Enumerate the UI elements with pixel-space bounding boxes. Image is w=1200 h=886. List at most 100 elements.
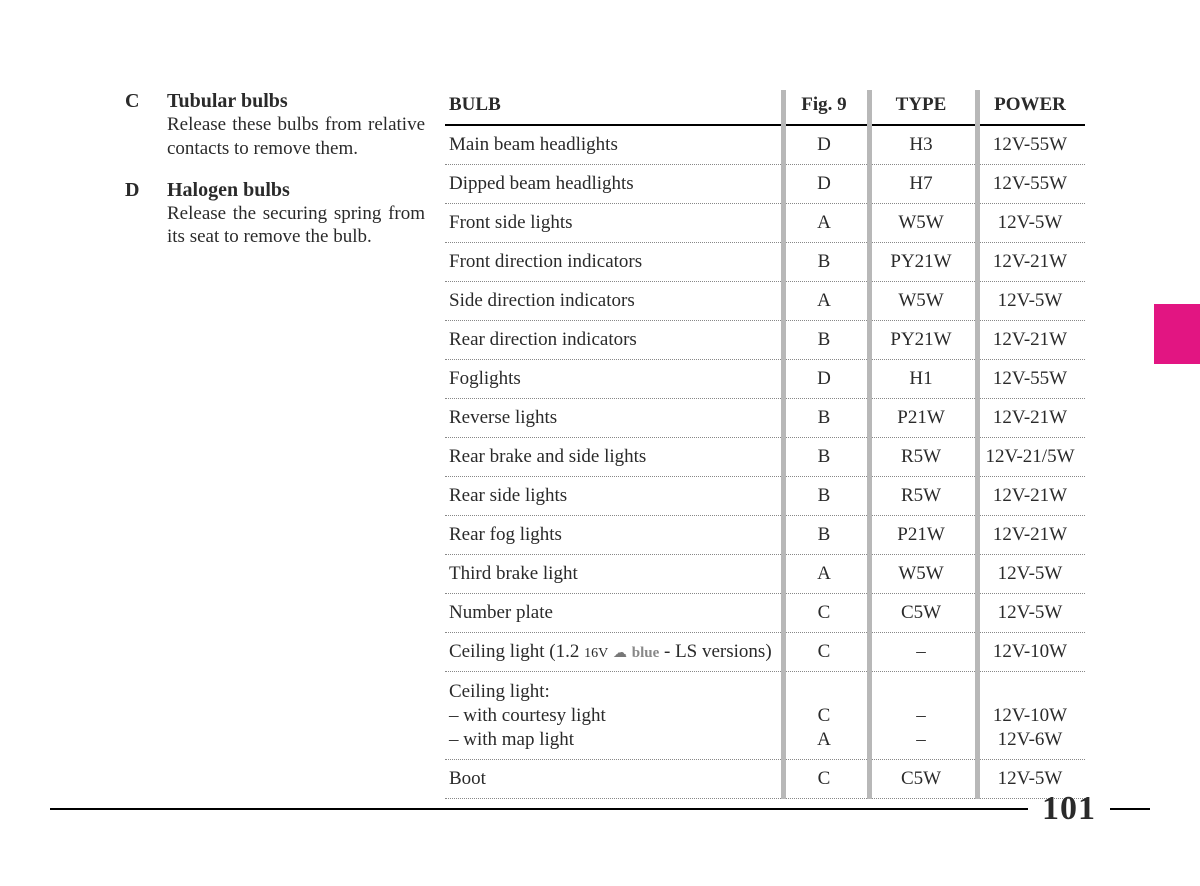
cell-power: 12V-55W bbox=[975, 360, 1085, 399]
cell-power: 12V-5W bbox=[975, 282, 1085, 321]
bulb-table-wrap: BULB Fig. 9 TYPE POWER Main beam headlig… bbox=[445, 90, 1085, 799]
ceiling-blue: blue bbox=[632, 645, 660, 661]
table-row: Front side lightsAW5W12V-5W bbox=[445, 204, 1085, 243]
cell-fig: C A bbox=[781, 672, 867, 760]
definitions-column: C Tubular bulbs Release these bulbs from… bbox=[125, 90, 425, 799]
cell-value: 12V-10W bbox=[981, 704, 1079, 728]
cell-type: PY21W bbox=[867, 321, 975, 360]
definition-letter: D bbox=[125, 179, 145, 250]
cell-bulb: Ceiling light: – with courtesy light – w… bbox=[445, 672, 781, 760]
page-footer: 101 bbox=[50, 790, 1150, 828]
cell-fig: C bbox=[781, 633, 867, 672]
cell-type: – bbox=[867, 633, 975, 672]
ceiling-multi-line: – with map light bbox=[449, 728, 775, 752]
table-row: Number plateCC5W12V-5W bbox=[445, 594, 1085, 633]
cell-bulb: Foglights bbox=[445, 360, 781, 399]
cell-bulb: Front side lights bbox=[445, 204, 781, 243]
definition-item: C Tubular bulbs Release these bulbs from… bbox=[125, 90, 425, 161]
definition-letter: C bbox=[125, 90, 145, 161]
cell-type: P21W bbox=[867, 399, 975, 438]
cell-bulb: Rear fog lights bbox=[445, 516, 781, 555]
col-header-bulb: BULB bbox=[445, 90, 781, 125]
table-row: Front direction indicatorsBPY21W12V-21W bbox=[445, 243, 1085, 282]
table-row: Ceiling light: – with courtesy light – w… bbox=[445, 672, 1085, 760]
cell-fig: B bbox=[781, 477, 867, 516]
cell-fig: B bbox=[781, 399, 867, 438]
ceiling-16v: 16V bbox=[584, 646, 608, 661]
cell-bulb: Reverse lights bbox=[445, 399, 781, 438]
table-row: Rear brake and side lightsBR5W12V-21/5W bbox=[445, 438, 1085, 477]
cell-bulb: Rear side lights bbox=[445, 477, 781, 516]
section-tab bbox=[1154, 304, 1200, 364]
definition-desc: Release the securing spring from its sea… bbox=[167, 202, 425, 250]
col-header-type: TYPE bbox=[867, 90, 975, 125]
cell-fig: C bbox=[781, 594, 867, 633]
cell-bulb: Rear brake and side lights bbox=[445, 438, 781, 477]
cell-fig: B bbox=[781, 438, 867, 477]
page-content: C Tubular bulbs Release these bulbs from… bbox=[125, 90, 1085, 799]
column-separator bbox=[867, 90, 872, 799]
cell-type: W5W bbox=[867, 282, 975, 321]
footer-rule-small bbox=[1110, 808, 1150, 810]
bulb-table: BULB Fig. 9 TYPE POWER Main beam headlig… bbox=[445, 90, 1085, 799]
cell-fig: A bbox=[781, 204, 867, 243]
ceiling-multi-line: – with courtesy light bbox=[449, 704, 775, 728]
table-row: Main beam headlightsDH312V-55W bbox=[445, 125, 1085, 165]
column-separator bbox=[781, 90, 786, 799]
cell-fig: B bbox=[781, 516, 867, 555]
cell-value: – bbox=[873, 704, 969, 728]
cell-bulb: Side direction indicators bbox=[445, 282, 781, 321]
cell-value: A bbox=[787, 728, 861, 752]
column-separator bbox=[975, 90, 980, 799]
definition-desc: Release these bulbs from relative contac… bbox=[167, 113, 425, 161]
cell-fig: D bbox=[781, 165, 867, 204]
cell-type: H7 bbox=[867, 165, 975, 204]
cell-power: 12V-21W bbox=[975, 321, 1085, 360]
cell-type: W5W bbox=[867, 204, 975, 243]
cell-bulb: Ceiling light (1.2 16V ☁ blue - LS versi… bbox=[445, 633, 781, 672]
cell-power: 12V-21W bbox=[975, 516, 1085, 555]
cell-fig: D bbox=[781, 125, 867, 165]
cell-power: 12V-5W bbox=[975, 204, 1085, 243]
cell-type: R5W bbox=[867, 438, 975, 477]
col-header-power: POWER bbox=[975, 90, 1085, 125]
table-row: FoglightsDH112V-55W bbox=[445, 360, 1085, 399]
table-row: Rear side lightsBR5W12V-21W bbox=[445, 477, 1085, 516]
cell-power: 12V-21W bbox=[975, 477, 1085, 516]
cell-fig: A bbox=[781, 282, 867, 321]
cell-bulb: Dipped beam headlights bbox=[445, 165, 781, 204]
page-number: 101 bbox=[1028, 790, 1110, 828]
cell-power: 12V-5W bbox=[975, 594, 1085, 633]
cell-type: W5W bbox=[867, 555, 975, 594]
table-header-row: BULB Fig. 9 TYPE POWER bbox=[445, 90, 1085, 125]
cell-fig: D bbox=[781, 360, 867, 399]
cell-power: 12V-10W bbox=[975, 633, 1085, 672]
cell-value: C bbox=[787, 704, 861, 728]
footer-rule bbox=[50, 808, 1028, 810]
table-row: Rear fog lightsBP21W12V-21W bbox=[445, 516, 1085, 555]
definition-body: Tubular bulbs Release these bulbs from r… bbox=[167, 90, 425, 161]
definition-title: Tubular bulbs bbox=[167, 90, 425, 113]
cell-fig: A bbox=[781, 555, 867, 594]
cell-power: 12V-21W bbox=[975, 243, 1085, 282]
cell-value: 12V-6W bbox=[981, 728, 1079, 752]
cell-power: 12V-10W 12V-6W bbox=[975, 672, 1085, 760]
cell-bulb: Front direction indicators bbox=[445, 243, 781, 282]
col-header-fig: Fig. 9 bbox=[781, 90, 867, 125]
cell-power: 12V-5W bbox=[975, 555, 1085, 594]
cell-power: 12V-21/5W bbox=[975, 438, 1085, 477]
cell-type: PY21W bbox=[867, 243, 975, 282]
cell-bulb: Rear direction indicators bbox=[445, 321, 781, 360]
cell-type: – – bbox=[867, 672, 975, 760]
definition-title: Halogen bulbs bbox=[167, 179, 425, 202]
table-row: Rear direction indicatorsBPY21W12V-21W bbox=[445, 321, 1085, 360]
definition-item: D Halogen bulbs Release the securing spr… bbox=[125, 179, 425, 250]
cell-bulb: Third brake light bbox=[445, 555, 781, 594]
ceiling-multi-title: Ceiling light: bbox=[449, 680, 775, 704]
cell-bulb: Number plate bbox=[445, 594, 781, 633]
cell-power: 12V-55W bbox=[975, 125, 1085, 165]
cell-type: R5W bbox=[867, 477, 975, 516]
table-row: Side direction indicatorsAW5W12V-5W bbox=[445, 282, 1085, 321]
table-row: Dipped beam headlightsDH712V-55W bbox=[445, 165, 1085, 204]
cell-power: 12V-21W bbox=[975, 399, 1085, 438]
